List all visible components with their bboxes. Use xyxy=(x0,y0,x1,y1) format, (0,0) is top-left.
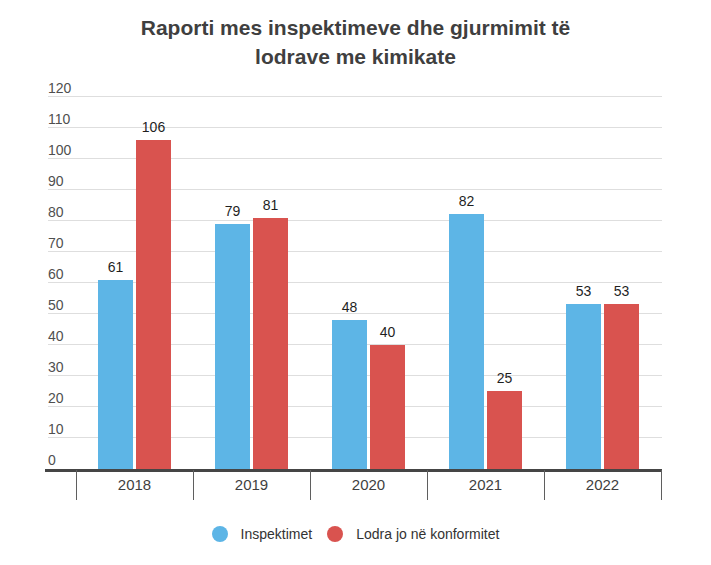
bar-value-label: 61 xyxy=(91,260,141,275)
bar-value-label: 106 xyxy=(129,120,179,135)
legend-item: Inspektimet xyxy=(212,526,313,542)
y-axis-tick-label: 70 xyxy=(48,235,64,251)
legend-color-dot xyxy=(327,526,343,542)
y-axis-tick-label: 100 xyxy=(48,142,71,158)
bar xyxy=(604,304,639,469)
y-axis-tick-label: 30 xyxy=(48,359,64,375)
legend-item: Lodra jo në konformitet xyxy=(327,526,499,542)
legend: Inspektimet Lodra jo në konformitet xyxy=(0,518,711,550)
legend-item-label: Inspektimet xyxy=(241,526,313,542)
y-axis-tick-label: 90 xyxy=(48,173,64,189)
y-axis-tick-label: 50 xyxy=(48,297,64,313)
x-axis-category-label: 2019 xyxy=(193,476,310,493)
legend-item-label: Lodra jo në konformitet xyxy=(356,526,499,542)
chart-plot: 0 10 20 30 40 50 60 70 80 90 100 110 120 201820192020… xyxy=(0,0,711,565)
bar xyxy=(253,218,288,469)
y-axis-tick-label: 40 xyxy=(48,328,64,344)
x-axis-category-label: 2020 xyxy=(310,476,427,493)
bar-value-label: 82 xyxy=(442,194,492,209)
y-axis-tick-label: 10 xyxy=(48,421,64,437)
bar-value-label: 40 xyxy=(363,325,413,340)
bar xyxy=(487,391,522,469)
y-axis-tick-label: 20 xyxy=(48,390,64,406)
x-axis-category-label: 2021 xyxy=(427,476,544,493)
bar-value-label: 81 xyxy=(246,198,296,213)
bar xyxy=(370,345,405,469)
bar xyxy=(332,320,367,469)
bar-value-label: 53 xyxy=(597,284,647,299)
y-axis-tick-label: 120 xyxy=(48,80,71,96)
x-axis-category-label: 2018 xyxy=(76,476,193,493)
legend-color-dot xyxy=(212,526,228,542)
bar xyxy=(98,280,133,469)
gridline xyxy=(48,96,662,97)
y-axis-tick-label: 80 xyxy=(48,204,64,220)
chart-container: Raporti mes inspektimeve dhe gjurmimit t… xyxy=(0,0,711,565)
y-axis-tick-label: 110 xyxy=(48,111,70,127)
y-axis-tick-label: 60 xyxy=(48,266,64,282)
bar-value-label: 48 xyxy=(325,300,375,315)
x-axis-separator xyxy=(661,470,662,500)
bar xyxy=(136,140,171,469)
x-axis-line xyxy=(45,469,662,472)
bar xyxy=(566,304,601,469)
y-axis-tick-label: 0 xyxy=(48,452,56,468)
bar xyxy=(215,224,250,469)
x-axis-category-label: 2022 xyxy=(544,476,661,493)
bar-value-label: 25 xyxy=(480,371,530,386)
bar xyxy=(449,214,484,469)
